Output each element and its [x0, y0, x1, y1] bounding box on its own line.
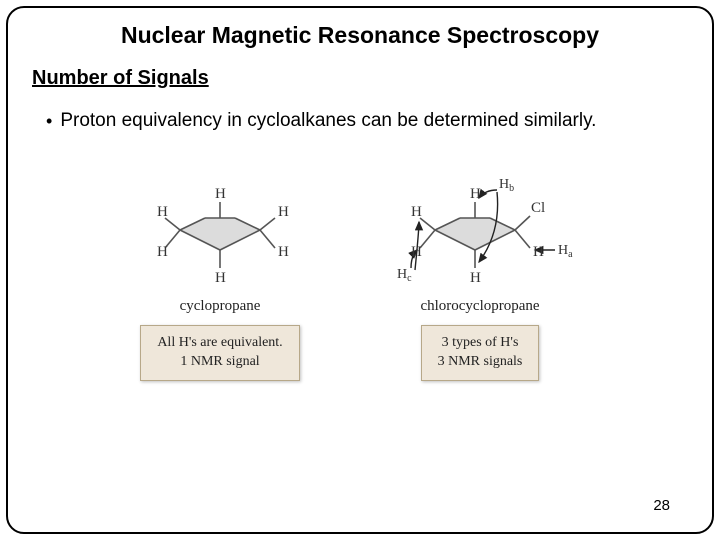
h-label: H	[411, 204, 422, 220]
bullet-marker: •	[46, 108, 52, 134]
chlorocyclopropane-infobox: 3 types of H's 3 NMR signals	[421, 325, 540, 381]
h-label: H	[157, 244, 168, 260]
page-number: 28	[653, 497, 670, 514]
h-label: H	[215, 186, 226, 202]
page-title: Nuclear Magnetic Resonance Spectroscopy	[32, 22, 688, 49]
h-label: H	[215, 270, 226, 286]
infobox-line2: 1 NMR signal	[180, 354, 259, 369]
svg-text:Ha: Ha	[558, 243, 573, 260]
cyclopropane-infobox: All H's are equivalent. 1 NMR signal	[140, 325, 299, 381]
cyclopropane-structure: H H H H H H	[135, 172, 305, 292]
infobox-line2: 3 NMR signals	[438, 354, 523, 369]
svg-text:Hc: Hc	[397, 267, 412, 284]
chlorocyclopropane-caption: chlorocyclopropane	[420, 298, 539, 315]
cl-label: Cl	[531, 200, 545, 216]
chlorocyclopropane-structure: Cl Hb Ha Hc H H H H H	[375, 172, 585, 292]
h-label: H	[157, 204, 168, 220]
hb-label: H	[499, 177, 509, 192]
h-label: H	[533, 244, 544, 260]
infobox-line1: All H's are equivalent.	[157, 335, 282, 350]
h-label: H	[278, 244, 289, 260]
molecule-chlorocyclopropane: Cl Hb Ha Hc H H H H H chlorocyclopropane	[375, 172, 585, 381]
diagram-row: H H H H H H cyclopropane All H's are equ…	[32, 172, 688, 381]
h-label: H	[470, 270, 481, 286]
h-label: H	[278, 204, 289, 220]
cyclopropane-caption: cyclopropane	[180, 298, 261, 315]
svg-text:Hb: Hb	[499, 177, 514, 194]
slide-frame: Nuclear Magnetic Resonance Spectroscopy …	[6, 6, 714, 534]
hc-label: H	[397, 267, 407, 282]
bullet-item: • Proton equivalency in cycloalkanes can…	[32, 108, 688, 134]
bullet-text: Proton equivalency in cycloalkanes can b…	[60, 108, 596, 134]
molecule-cyclopropane: H H H H H H cyclopropane All H's are equ…	[135, 172, 305, 381]
section-subtitle: Number of Signals	[32, 67, 688, 90]
infobox-line1: 3 types of H's	[442, 335, 519, 350]
h-label: H	[470, 186, 481, 202]
ha-label: H	[558, 243, 568, 258]
h-label: H	[411, 244, 422, 260]
